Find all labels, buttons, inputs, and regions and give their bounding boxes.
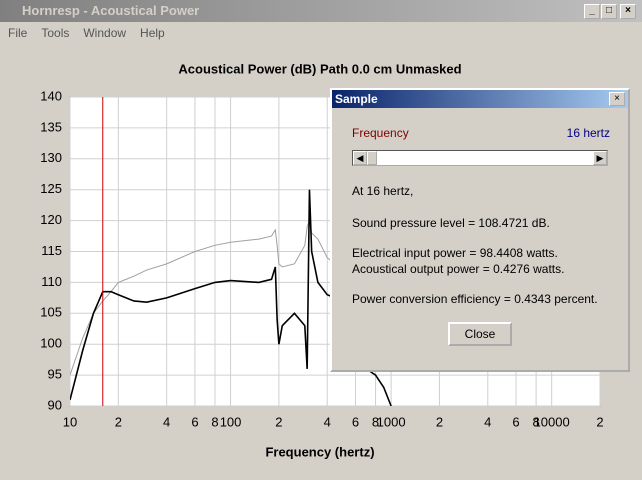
menu-item[interactable]: Tools: [41, 26, 70, 40]
x-tick-label: 8: [532, 414, 539, 429]
window-title: Hornresp - Acoustical Power: [22, 3, 200, 18]
dialog-close-x[interactable]: ×: [609, 92, 625, 106]
maximize-button[interactable]: □: [601, 4, 617, 19]
x-tick-label: 2: [275, 414, 282, 429]
dialog: Sample × Frequency 16 hertz ◀ ▶ At 16 her…: [330, 88, 630, 372]
x-tick-label: 2: [596, 414, 603, 429]
slider-value: 16 hertz: [566, 126, 610, 140]
result-line: Power conversion efficiency = 0.4343 per…: [352, 292, 598, 306]
frequency-slider[interactable]: ◀ ▶: [352, 150, 608, 166]
y-tick-label: 95: [48, 367, 62, 382]
x-axis-label: Frequency (hertz): [265, 444, 374, 459]
x-tick-label: 100: [220, 414, 242, 429]
x-tick-label: 2: [115, 414, 122, 429]
minimize-button[interactable]: _: [584, 4, 600, 19]
chart-title: Acoustical Power (dB) Path 0.0 cm Unmask…: [178, 61, 461, 76]
y-tick-label: 90: [48, 397, 62, 412]
y-tick-label: 110: [41, 274, 62, 289]
x-tick-label: 8: [372, 414, 379, 429]
x-tick-label: 6: [191, 414, 198, 429]
close-button[interactable]: ×: [620, 4, 636, 19]
title-bar: Hornresp - Acoustical Power _ □ ×: [0, 0, 642, 22]
menu-item[interactable]: File: [8, 26, 28, 40]
result-line: Electrical input power = 98.4408 watts.: [352, 246, 558, 260]
y-tick-label: 125: [40, 181, 62, 196]
x-tick-label: 6: [512, 414, 519, 429]
menu-item[interactable]: Help: [140, 26, 165, 40]
x-tick-label: 4: [163, 414, 170, 429]
y-tick-label: 130: [40, 150, 62, 165]
y-tick-label: 105: [40, 305, 62, 320]
y-tick-label: 135: [40, 119, 62, 134]
slider-label: Frequency: [352, 126, 409, 140]
x-tick-label: 6: [352, 414, 359, 429]
x-tick-label: 1000: [377, 414, 406, 429]
result-line: Sound pressure level = 108.4721 dB.: [352, 216, 550, 230]
result-line: At 16 hertz,: [352, 184, 414, 198]
y-tick-label: 120: [40, 212, 62, 227]
x-tick-label: 4: [324, 414, 331, 429]
x-tick-label: 10: [63, 414, 77, 429]
y-tick-label: 100: [40, 336, 62, 351]
x-tick-label: 4: [484, 414, 491, 429]
x-tick-label: 10000: [534, 414, 570, 429]
y-tick-label: 115: [41, 243, 62, 258]
menu-bar: File Tools Window Help: [0, 22, 171, 44]
y-tick-label: 140: [40, 88, 62, 103]
close-button[interactable]: Close: [448, 322, 512, 346]
dialog-title: Sample: [332, 90, 628, 108]
x-tick-label: 2: [436, 414, 443, 429]
x-tick-label: 8: [211, 414, 218, 429]
result-line: Acoustical output power = 0.4276 watts.: [352, 262, 565, 276]
menu-item[interactable]: Window: [83, 26, 127, 40]
